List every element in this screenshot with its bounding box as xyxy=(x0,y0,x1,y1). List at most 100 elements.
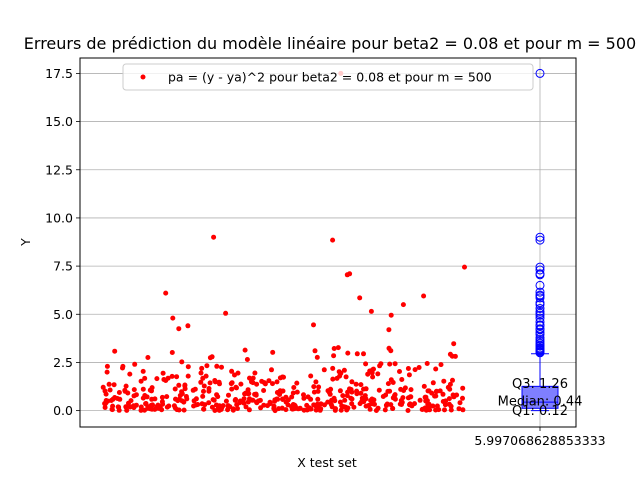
data-point xyxy=(169,373,175,379)
data-point xyxy=(311,384,317,390)
data-point xyxy=(448,407,454,413)
data-point xyxy=(120,363,126,369)
data-point xyxy=(425,401,431,407)
data-point xyxy=(460,395,465,401)
data-point xyxy=(290,390,296,396)
data-point xyxy=(242,347,248,353)
data-point xyxy=(170,315,176,321)
data-point xyxy=(406,372,412,378)
data-point xyxy=(315,388,321,394)
data-point xyxy=(351,404,357,410)
data-point xyxy=(143,401,149,406)
data-point xyxy=(345,350,351,356)
data-point xyxy=(116,390,122,395)
data-point xyxy=(182,382,188,388)
data-point xyxy=(261,388,267,393)
data-point xyxy=(275,396,281,402)
data-point xyxy=(206,400,212,406)
data-point xyxy=(375,371,381,377)
box-annotation-q3: Q3: 1.26 xyxy=(512,377,568,392)
y-tick-label: 2.5 xyxy=(53,355,73,370)
data-point xyxy=(305,394,311,400)
data-point xyxy=(111,382,117,388)
data-point xyxy=(211,234,217,240)
data-point xyxy=(308,373,314,379)
data-point xyxy=(207,380,213,386)
data-point xyxy=(294,380,300,386)
data-point xyxy=(106,381,112,387)
y-tick-label: 17.5 xyxy=(45,66,73,81)
data-point xyxy=(392,361,398,367)
data-point xyxy=(124,407,130,413)
box-outlier xyxy=(535,310,545,320)
data-point xyxy=(181,399,187,405)
data-point xyxy=(344,272,350,278)
data-point xyxy=(165,375,171,381)
box-outlier xyxy=(535,270,545,280)
data-point xyxy=(249,397,254,403)
box-annotation-q1: Q1: 0.12 xyxy=(512,404,568,419)
data-point xyxy=(409,403,415,409)
data-point xyxy=(232,397,238,403)
data-point xyxy=(140,386,146,392)
data-point xyxy=(277,392,283,397)
y-tick-label: 5.0 xyxy=(53,307,73,322)
data-point xyxy=(462,264,467,270)
data-point xyxy=(219,364,224,370)
y-tick-label: 12.5 xyxy=(45,162,73,177)
data-point xyxy=(370,367,376,373)
data-point xyxy=(368,308,374,314)
data-point xyxy=(138,378,144,384)
data-point xyxy=(174,374,180,380)
data-point xyxy=(270,381,275,387)
data-point xyxy=(311,389,317,395)
data-point xyxy=(131,387,137,393)
box-outlier xyxy=(535,232,545,242)
data-point xyxy=(198,379,204,385)
data-point xyxy=(267,399,273,405)
data-point xyxy=(294,389,300,395)
data-point xyxy=(447,386,453,392)
data-point xyxy=(434,403,440,409)
data-point xyxy=(185,373,191,379)
chart-title: Erreurs de prédiction du modèle linéaire… xyxy=(24,34,636,53)
data-point xyxy=(442,407,447,413)
data-point xyxy=(266,378,272,384)
data-point xyxy=(291,385,297,390)
data-point xyxy=(333,406,338,412)
data-point xyxy=(223,310,229,316)
data-point xyxy=(450,377,455,383)
data-point xyxy=(363,386,369,392)
data-point xyxy=(271,403,277,409)
data-point xyxy=(363,396,369,402)
data-point xyxy=(190,387,196,393)
data-point xyxy=(285,402,291,408)
data-point xyxy=(245,391,251,397)
data-point xyxy=(460,385,466,391)
data-point xyxy=(185,323,191,329)
data-point xyxy=(244,357,250,362)
data-point xyxy=(169,350,175,355)
box-outlier xyxy=(535,68,545,78)
data-point xyxy=(179,359,185,365)
data-point xyxy=(408,387,414,393)
data-point xyxy=(241,400,247,406)
data-point xyxy=(140,368,146,374)
data-point xyxy=(174,407,180,413)
box-outlier xyxy=(535,330,545,339)
data-point xyxy=(203,373,209,379)
data-point xyxy=(225,407,231,413)
data-point xyxy=(314,354,320,360)
y-axis: 0.0 2.5 5.0 7.5 10.0 12.5 15.0 17.5 xyxy=(45,66,80,418)
data-point xyxy=(397,369,402,374)
y-axis-label: Y xyxy=(18,238,33,247)
data-point xyxy=(274,379,280,385)
data-point xyxy=(199,365,205,371)
data-point xyxy=(228,381,234,387)
data-point xyxy=(258,405,264,411)
data-point xyxy=(246,407,252,413)
data-point xyxy=(378,361,384,367)
data-point xyxy=(359,399,365,404)
